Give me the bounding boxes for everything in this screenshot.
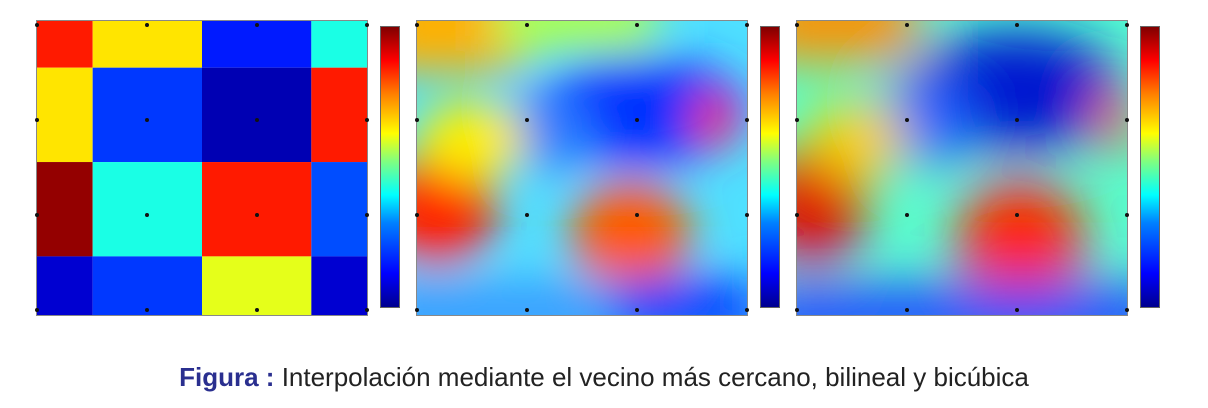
- sample-point: [795, 308, 799, 312]
- heatmap-cell: [37, 67, 93, 163]
- sample-point: [1125, 308, 1129, 312]
- sample-point: [1125, 118, 1129, 122]
- sample-point: [745, 23, 749, 27]
- sample-point: [145, 118, 149, 122]
- colorbar-2: [760, 26, 780, 308]
- sample-point: [635, 308, 639, 312]
- sample-point: [35, 118, 39, 122]
- sample-point: [145, 213, 149, 217]
- sample-point: [795, 213, 799, 217]
- sample-point: [1015, 308, 1019, 312]
- sample-point: [905, 213, 909, 217]
- sample-point: [35, 23, 39, 27]
- sample-point: [145, 23, 149, 27]
- heatmap-cell: [311, 256, 367, 315]
- sample-point: [905, 308, 909, 312]
- sample-point: [1125, 213, 1129, 217]
- sample-point: [1015, 213, 1019, 217]
- sample-point: [415, 213, 419, 217]
- heatmap-cell: [202, 162, 312, 257]
- sample-point: [415, 308, 419, 312]
- heatmap-cell: [311, 162, 367, 257]
- figure-caption-text: Interpolación mediante el vecino más cer…: [281, 362, 1029, 392]
- sample-point: [365, 308, 369, 312]
- sample-point: [635, 213, 639, 217]
- sample-point: [745, 308, 749, 312]
- heatmap-cell: [202, 256, 312, 315]
- sample-point: [365, 213, 369, 217]
- colorbar-1: [380, 26, 400, 308]
- sample-point: [1015, 23, 1019, 27]
- sample-point: [905, 118, 909, 122]
- figure-label: Figura :: [179, 362, 275, 392]
- sample-point: [415, 23, 419, 27]
- sample-point: [745, 118, 749, 122]
- bilinear-heatmap: [416, 20, 748, 316]
- bicubic-heatmap: [796, 20, 1128, 316]
- sample-point: [415, 118, 419, 122]
- figure-caption: Figura : Interpolación mediante el vecin…: [0, 362, 1208, 393]
- sample-point: [525, 213, 529, 217]
- sample-point: [255, 23, 259, 27]
- heatmap-cell: [92, 67, 202, 163]
- colorbar-3: [1140, 26, 1160, 308]
- sample-point: [35, 308, 39, 312]
- sample-point: [365, 23, 369, 27]
- heatmap-cell: [92, 162, 202, 257]
- bilinear-plot: [417, 21, 747, 315]
- heatmap-cell: [202, 67, 312, 163]
- heatmap-cell: [92, 21, 202, 68]
- heatmap-cell: [202, 21, 312, 68]
- heatmap-cell: [311, 67, 367, 163]
- sample-point: [35, 213, 39, 217]
- heatmap-cell: [37, 256, 93, 315]
- sample-point: [795, 118, 799, 122]
- sample-point: [635, 23, 639, 27]
- sample-point: [255, 213, 259, 217]
- heatmap-cell: [92, 256, 202, 315]
- sample-point: [635, 118, 639, 122]
- sample-point: [745, 213, 749, 217]
- nearest-neighbor-heatmap: [36, 20, 368, 316]
- sample-point: [255, 118, 259, 122]
- heatmap-cell: [37, 162, 93, 257]
- sample-point: [365, 118, 369, 122]
- bicubic-plot: [797, 21, 1127, 315]
- sample-point: [795, 23, 799, 27]
- sample-point: [905, 23, 909, 27]
- sample-point: [525, 118, 529, 122]
- sample-point: [525, 23, 529, 27]
- heatmap-cell: [311, 21, 367, 68]
- nearest-neighbor-plot: [37, 21, 367, 315]
- sample-point: [525, 308, 529, 312]
- sample-point: [1015, 118, 1019, 122]
- heatmap-cell: [37, 21, 93, 68]
- sample-point: [255, 308, 259, 312]
- sample-point: [1125, 23, 1129, 27]
- sample-point: [145, 308, 149, 312]
